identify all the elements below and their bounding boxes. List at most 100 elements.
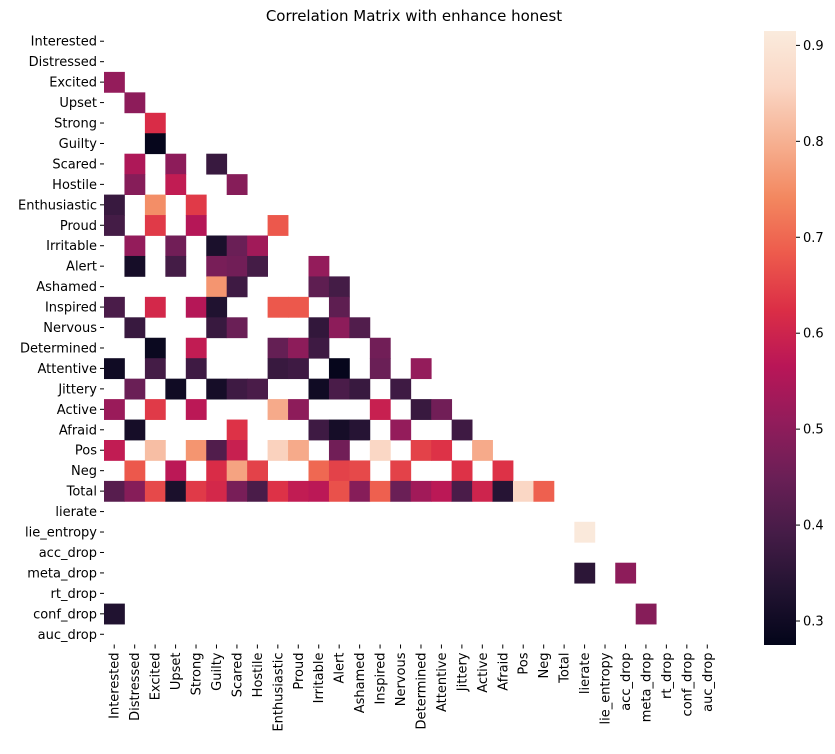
- heatmap-cell: [124, 317, 146, 339]
- heatmap-cell: [451, 460, 473, 482]
- x-tick-label: Irritable: [312, 653, 327, 704]
- heatmap-cell: [390, 480, 412, 502]
- heatmap-cell: [288, 399, 309, 420]
- heatmap-cell: [574, 562, 596, 584]
- heatmap-cell: [165, 460, 187, 482]
- heatmap-cell: [124, 378, 146, 400]
- heatmap-cell: [144, 112, 166, 134]
- heatmap-cell: [226, 276, 248, 298]
- heatmap-cell: [472, 480, 493, 502]
- heatmap-cell: [144, 133, 166, 155]
- heatmap-cell: [185, 337, 207, 359]
- heatmap-cell: [144, 194, 166, 216]
- colorbar-tick-label: 0.3: [803, 615, 824, 630]
- heatmap-cell: [267, 215, 289, 236]
- heatmap-cell: [247, 255, 268, 277]
- heatmap-cell: [226, 378, 248, 400]
- heatmap-cell: [144, 215, 166, 236]
- heatmap-cell: [206, 378, 228, 400]
- heatmap-cell: [206, 276, 228, 298]
- x-tick-label: Scared: [230, 653, 245, 698]
- heatmap-cell: [574, 521, 596, 543]
- heatmap-cell: [390, 419, 412, 441]
- heatmap-cell: [144, 358, 166, 380]
- heatmap-cell: [267, 296, 289, 318]
- heatmap-cell: [104, 399, 125, 420]
- heatmap-cell: [390, 378, 412, 400]
- heatmap-cell: [206, 296, 228, 318]
- heatmap-cell: [124, 480, 146, 502]
- x-tick-label: rt_drop: [660, 653, 675, 699]
- heatmap-cell: [104, 480, 125, 502]
- heatmap-cell: [124, 255, 146, 277]
- x-tick-label: Total: [558, 653, 573, 684]
- x-tick-label: Alert: [333, 653, 348, 684]
- heatmap-cell: [431, 480, 453, 502]
- heatmap-cell: [165, 255, 187, 277]
- heatmap-cell: [267, 399, 289, 420]
- x-tick-label: lierate: [578, 653, 593, 695]
- colorbar: 0.3 0.4 0.5 0.6 0.7 0.8 0.9: [764, 31, 824, 645]
- y-tick-label: Irritable: [46, 239, 97, 254]
- y-tick-label: Pos: [75, 444, 97, 459]
- x-tick-label: Determined: [414, 653, 429, 730]
- y-tick-label: Proud: [60, 219, 97, 234]
- heatmap-cell: [267, 480, 289, 502]
- y-tick-label: Jittery: [57, 382, 97, 397]
- colorbar-tick-label: 0.5: [803, 423, 824, 438]
- y-tick-label: Determined: [20, 341, 97, 356]
- heatmap-cell: [104, 440, 125, 461]
- heatmap-cell: [328, 460, 350, 482]
- heatmap-cell: [513, 480, 534, 502]
- heatmap-cell: [104, 296, 125, 318]
- heatmap-cell: [226, 235, 248, 257]
- heatmap-cell: [288, 440, 309, 461]
- heatmap-cell: [328, 276, 350, 298]
- heatmap-cell: [451, 480, 473, 502]
- heatmap-cell: [185, 358, 207, 380]
- heatmap-cell: [165, 480, 187, 502]
- y-tick-label: Inspired: [45, 301, 97, 316]
- colorbar-tick-label: 0.6: [803, 327, 824, 342]
- y-tick-label: Excited: [49, 76, 97, 91]
- heatmap-cell: [144, 337, 166, 359]
- heatmap-cell: [410, 480, 432, 502]
- heatmap-cell: [185, 194, 207, 216]
- y-tick-label: Total: [66, 485, 97, 500]
- x-tick-label: Proud: [292, 653, 307, 690]
- x-tick-label: Guilty: [210, 652, 225, 691]
- x-tick-label: acc_drop: [619, 653, 634, 711]
- heatmap-cell: [328, 317, 350, 339]
- x-tick-label: Interested: [108, 653, 123, 719]
- x-tick-label: Distressed: [128, 653, 143, 721]
- x-tick-label: Inspired: [374, 653, 389, 705]
- heatmap-cell: [104, 194, 125, 216]
- y-tick-label: Alert: [66, 260, 97, 275]
- heatmap-cell: [308, 460, 330, 482]
- heatmap-cell: [431, 399, 453, 420]
- heatmap-cell: [206, 255, 228, 277]
- x-tick-label: Nervous: [394, 652, 409, 706]
- heatmap-cell: [185, 440, 207, 461]
- heatmap-cell: [226, 174, 248, 195]
- y-tick-label: meta_drop: [27, 566, 97, 581]
- x-tick-label: Hostile: [251, 653, 266, 698]
- colorbar-gradient: [764, 31, 796, 645]
- x-tick-label: Ashamed: [353, 653, 368, 714]
- x-tick-label: Neg: [537, 653, 552, 679]
- heatmap-cell: [226, 440, 248, 461]
- heatmap-cell: [165, 378, 187, 400]
- x-tick-label: meta_drop: [639, 653, 654, 723]
- x-axis: Interested Distressed Excited Upset Strong Gu…: [108, 644, 716, 732]
- heatmap-cell: [104, 603, 125, 625]
- y-tick-label: Upset: [59, 96, 97, 111]
- chart-title: Correlation Matrix with enhance honest: [266, 7, 562, 25]
- y-tick-label: acc_drop: [39, 546, 97, 561]
- heatmap-cell: [288, 337, 309, 359]
- heatmap-cell: [288, 296, 309, 318]
- heatmap-cell: [104, 215, 125, 236]
- heatmap-cell: [349, 419, 371, 441]
- y-tick-label: Ashamed: [36, 280, 97, 295]
- heatmap-cell: [328, 419, 350, 441]
- heatmap-cell: [226, 480, 248, 502]
